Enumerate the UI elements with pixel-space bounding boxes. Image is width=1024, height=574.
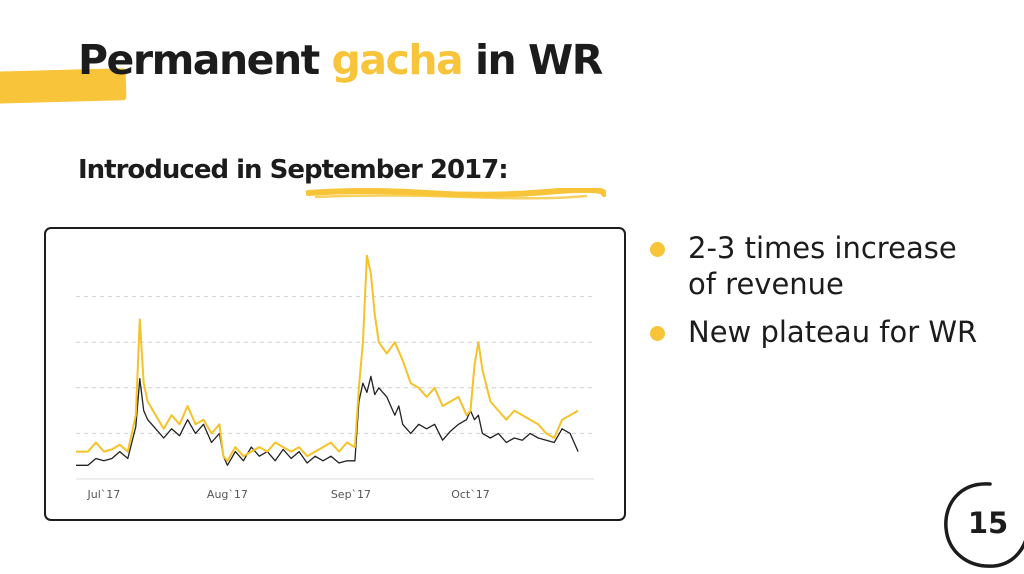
x-tick-label: Jul`17 <box>87 488 121 501</box>
x-tick-label: Sep`17 <box>331 488 371 501</box>
chart-plot: Jul`17 Aug`17 Sep`17 Oct`17 <box>76 254 594 501</box>
subtitle-prefix: Introduced in <box>78 155 270 185</box>
bullet-list: 2-3 times increase of revenue New platea… <box>650 230 977 362</box>
bullet-text-line: New plateau for WR <box>688 315 978 349</box>
title-part-2: in WR <box>462 36 603 84</box>
title-part-1: Permanent <box>78 36 332 84</box>
subtitle-highlight: September 2017: <box>269 155 509 185</box>
page-number-circle-icon <box>944 482 1024 568</box>
page-number: 15 <box>967 506 1009 540</box>
x-tick-label: Oct`17 <box>451 488 490 501</box>
subtitle-underline-stroke <box>306 188 606 200</box>
page-number-badge: 15 <box>938 478 1024 574</box>
series-line-2 <box>76 254 579 462</box>
x-tick-label: Aug`17 <box>207 488 248 501</box>
bullet-dot-icon <box>650 242 665 257</box>
bullet-item-plateau: New plateau for WR <box>650 314 977 350</box>
series-line-1 <box>76 375 579 466</box>
title-accent-word: gacha <box>331 36 464 84</box>
slide-subtitle: Introduced in September 2017: <box>78 155 509 185</box>
bullet-dot-icon <box>650 326 665 341</box>
slide-title: Permanent gacha in WR <box>78 36 603 84</box>
revenue-chart: Jul`17 Aug`17 Sep`17 Oct`17 <box>44 227 626 521</box>
bullet-text-line: of revenue <box>688 267 844 301</box>
bullet-text-line: 2-3 times increase <box>688 231 957 265</box>
bullet-item-revenue: 2-3 times increase of revenue <box>650 230 977 302</box>
